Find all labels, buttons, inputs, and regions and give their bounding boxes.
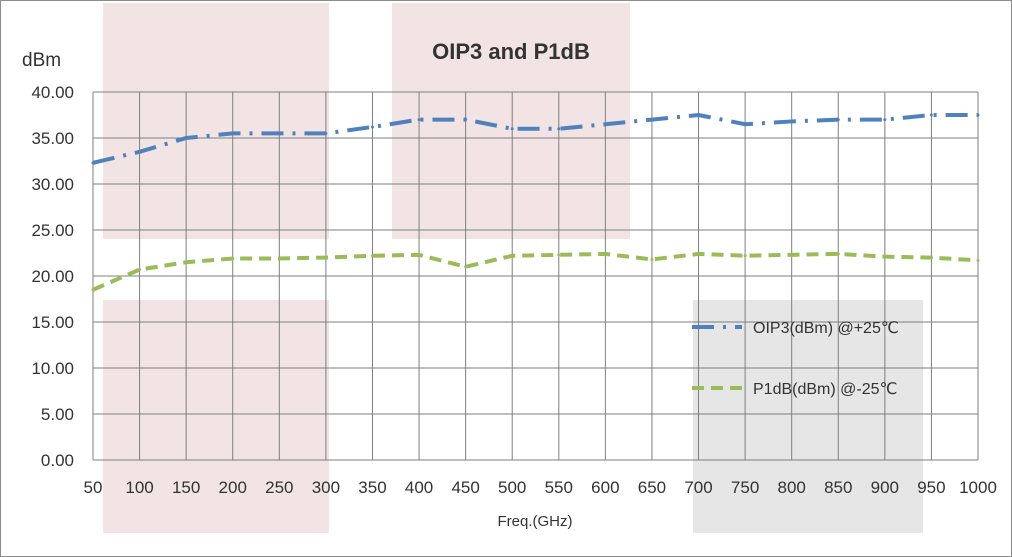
data-point	[510, 127, 514, 131]
y-tick-label: 30.00	[31, 175, 74, 194]
x-tick-label: 850	[824, 478, 852, 497]
data-point	[138, 268, 142, 272]
shade-block	[103, 3, 329, 239]
data-point	[370, 254, 374, 258]
y-tick-label: 25.00	[31, 221, 74, 240]
data-point	[464, 118, 468, 122]
x-tick-label: 50	[84, 478, 103, 497]
data-point	[557, 127, 561, 131]
data-point	[743, 254, 747, 258]
x-axis-label: Freq.(GHz)	[498, 513, 573, 530]
data-point	[883, 118, 887, 122]
data-point	[650, 257, 654, 261]
data-point	[138, 150, 142, 154]
x-tick-label: 650	[638, 478, 666, 497]
data-point	[557, 253, 561, 257]
data-point	[231, 131, 235, 135]
y-tick-label: 40.00	[31, 83, 74, 102]
legend-label-oip3: OIP3(dBm) @+25℃	[753, 320, 899, 337]
data-point	[417, 118, 421, 122]
y-tick-label: 35.00	[31, 129, 74, 148]
data-point	[790, 253, 794, 257]
data-point	[883, 255, 887, 259]
x-tick-label: 300	[312, 478, 340, 497]
x-tick-label: 150	[172, 478, 200, 497]
series-line-oip3	[92, 112, 978, 165]
series-lines	[91, 112, 980, 292]
data-point	[790, 119, 794, 123]
data-point	[324, 256, 328, 260]
x-tick-label: 100	[125, 478, 153, 497]
data-point	[836, 252, 840, 256]
data-point	[417, 253, 421, 257]
data-point	[697, 252, 701, 256]
data-point	[743, 122, 747, 126]
x-tick-label: 1000	[959, 478, 997, 497]
x-tick-label: 400	[405, 478, 433, 497]
data-point	[510, 254, 514, 258]
x-tick-label: 900	[871, 478, 899, 497]
x-tick-label: 600	[591, 478, 619, 497]
x-tick-label: 450	[451, 478, 479, 497]
y-axis-unit: dBm	[22, 50, 61, 71]
x-tick-label: 200	[219, 478, 247, 497]
data-point	[324, 131, 328, 135]
x-tick-label: 950	[917, 478, 945, 497]
data-point	[91, 161, 95, 165]
data-point	[929, 113, 933, 117]
data-point	[697, 113, 701, 117]
legend-label-p1db: P1dB(dBm) @-25℃	[753, 381, 898, 398]
x-tick-labels: 50 100 150 200 250 300 350 400 450 500 550 600 650 70…	[84, 478, 997, 497]
x-tick-label: 800	[777, 478, 805, 497]
y-tick-label: 0.00	[41, 451, 74, 470]
x-tick-label: 700	[684, 478, 712, 497]
data-point	[603, 252, 607, 256]
y-tick-labels: 0.00 5.00 10.00 15.00 20.00 25.00 30.00 35.00 40…	[31, 83, 74, 470]
data-point	[976, 258, 980, 262]
data-point	[464, 265, 468, 269]
data-point	[836, 118, 840, 122]
x-tick-label: 350	[358, 478, 386, 497]
x-tick-label: 750	[731, 478, 759, 497]
data-point	[976, 113, 980, 117]
x-tick-label: 550	[545, 478, 573, 497]
data-point	[184, 136, 188, 140]
y-tick-label: 5.00	[41, 405, 74, 424]
data-point	[277, 257, 281, 261]
y-tick-label: 10.00	[31, 359, 74, 378]
x-tick-label: 500	[498, 478, 526, 497]
data-point	[650, 118, 654, 122]
gridlines	[92, 91, 979, 461]
data-point	[231, 257, 235, 261]
data-point	[91, 288, 95, 292]
y-tick-label: 20.00	[31, 267, 74, 286]
y-tick-label: 15.00	[31, 313, 74, 332]
series-line-p1db	[92, 251, 979, 292]
data-point	[277, 131, 281, 135]
chart-title: OIP3 and P1dB	[432, 39, 590, 64]
data-point	[929, 256, 933, 260]
data-point	[184, 260, 188, 264]
background-shading	[103, 3, 923, 533]
shade-block	[103, 300, 329, 533]
x-tick-label: 250	[265, 478, 293, 497]
data-point	[370, 125, 374, 129]
data-point	[603, 122, 607, 126]
shade-block	[392, 3, 630, 239]
legend: OIP3(dBm) @+25℃ P1dB(dBm) @-25℃	[692, 320, 899, 398]
